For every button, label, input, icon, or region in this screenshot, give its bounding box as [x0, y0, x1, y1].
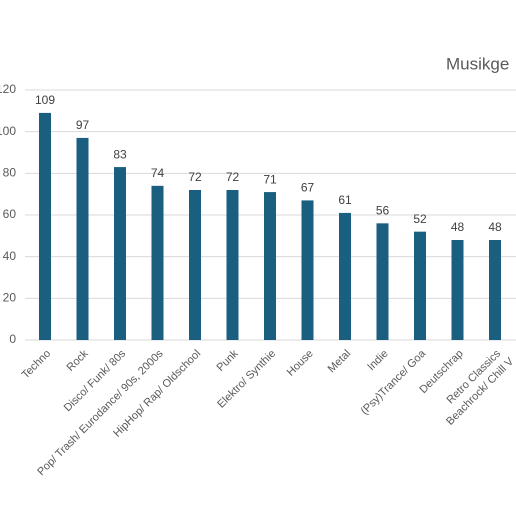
data-label: 48: [451, 220, 465, 234]
bar: [189, 190, 201, 340]
data-label: 97: [76, 118, 90, 132]
data-label: 48: [488, 220, 502, 234]
bar: [414, 231, 426, 340]
bar: [39, 112, 51, 341]
bar: [264, 192, 276, 340]
y-tick-label: 40: [3, 249, 17, 263]
data-label: 71: [263, 172, 277, 186]
y-tick-label: 100: [0, 124, 16, 138]
data-label: 52: [413, 212, 427, 226]
data-label: 61: [338, 193, 352, 207]
data-label: 109: [35, 93, 55, 107]
data-label: 67: [301, 181, 315, 195]
bar: [451, 240, 464, 340]
y-tick-label: 0: [9, 332, 16, 346]
bar: [226, 190, 239, 340]
bar: [376, 223, 389, 340]
bar: [76, 137, 89, 340]
chart-title: Musikge: [446, 54, 509, 73]
data-label: 56: [376, 204, 390, 218]
bar: [151, 185, 164, 340]
bar: [301, 200, 314, 340]
bar: [339, 212, 351, 340]
data-label: 74: [151, 166, 165, 180]
bar: [114, 167, 126, 340]
y-tick-label: 60: [3, 207, 17, 221]
data-label: 72: [188, 170, 202, 184]
bar: [489, 240, 501, 340]
y-tick-label: 20: [3, 291, 17, 305]
y-tick-label: 80: [3, 166, 17, 180]
data-label: 83: [113, 147, 127, 161]
y-tick-label: 120: [0, 82, 16, 96]
data-label: 72: [226, 170, 240, 184]
